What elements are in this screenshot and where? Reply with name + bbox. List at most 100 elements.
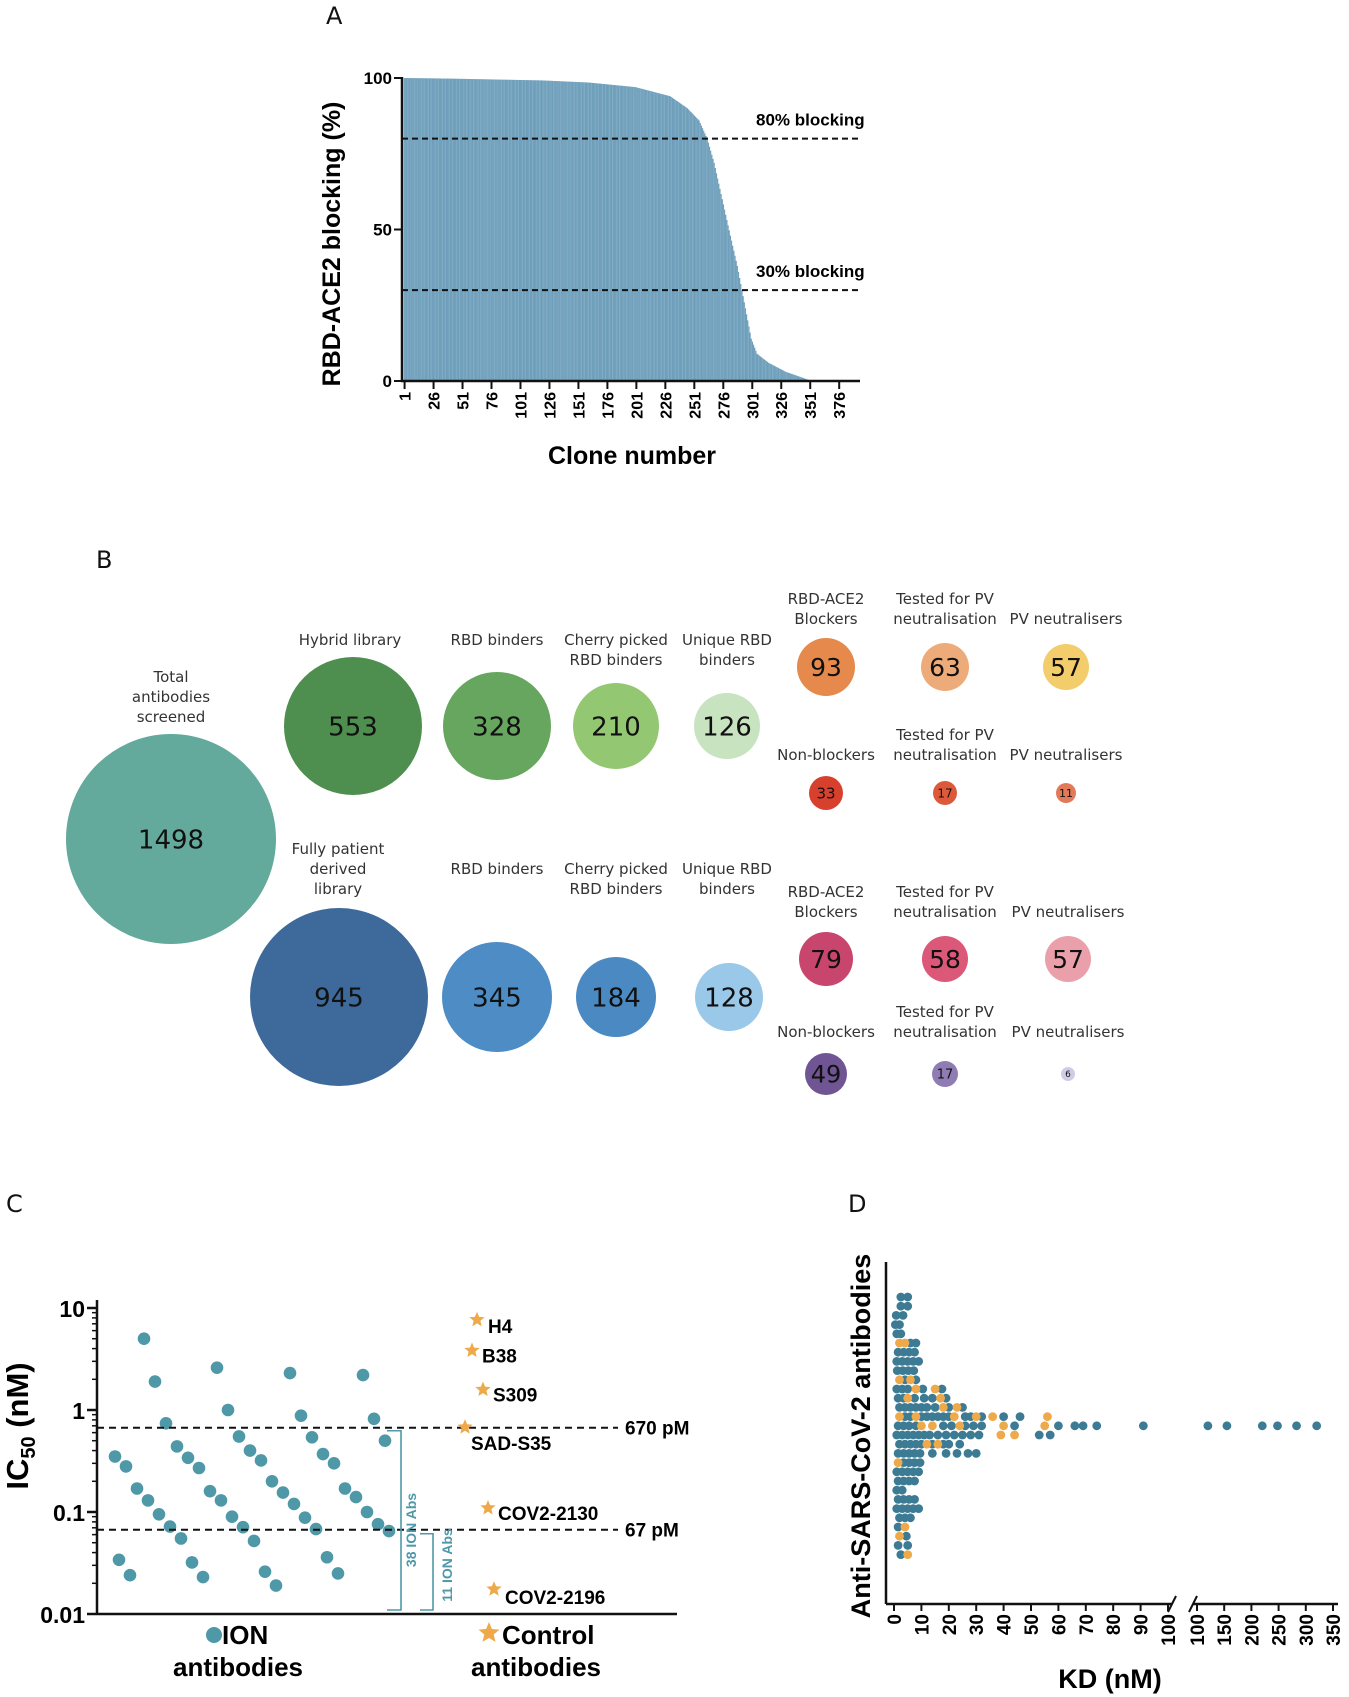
ion-antibody-point-42 (112, 1553, 126, 1567)
blocking-bar-212 (648, 90, 650, 381)
blocking-bar-114 (534, 80, 537, 381)
kd-point-orange-13-3 (971, 1412, 981, 1421)
blocking-bar-310 (762, 358, 764, 381)
blocking-bar-272 (718, 183, 720, 381)
blocking-bar-112 (532, 80, 534, 382)
blocking-bar-281 (728, 230, 730, 381)
kd-tick-label-0: 0 (885, 1614, 906, 1625)
blocking-bar-290 (738, 277, 741, 381)
blocking-bar-178 (609, 84, 611, 382)
ion-antibody-point-38 (382, 1524, 396, 1538)
blocking-bar-5 (408, 78, 410, 381)
x-tick-label-51: 51 (456, 392, 473, 410)
blocking-bar-19 (424, 78, 427, 381)
blocking-bar-43 (452, 78, 454, 382)
blocking-bar-323 (777, 367, 779, 381)
ion-antibody-point-15 (108, 1450, 122, 1463)
blocking-bar-299 (749, 332, 751, 381)
blocking-bar-38 (446, 78, 449, 381)
patient-cherry-picked-label-line: RBD binders (570, 880, 663, 898)
blocking-bar-255 (698, 120, 700, 382)
blocking-bar-320 (773, 365, 776, 381)
kd-point-blue-17-9 (971, 1449, 981, 1458)
blocking-bar-6 (409, 78, 412, 381)
blocking-bar-327 (781, 370, 784, 381)
patient-library-label-line: Fully patient (292, 840, 385, 858)
blocking-bar-333 (788, 373, 791, 381)
kd-point-blue-27-1 (903, 1541, 913, 1550)
blocking-bar-162 (590, 82, 592, 381)
blocking-bar-198 (632, 86, 634, 382)
kd-point-blue-10-3 (918, 1384, 928, 1394)
ion-antibody-point-44 (258, 1565, 272, 1578)
blocking-bar-89 (505, 79, 508, 381)
kd-point-blue-14-2 (904, 1421, 914, 1431)
panel-d-kd-scatter: 0 10 20 30 40 50 60 70 80 90 100 100 150 200 250 300 350… (846, 1254, 1345, 1694)
ic50-y-axis-label: IC50 (nM) (0, 1362, 40, 1489)
ion-antibody-point-3 (356, 1368, 370, 1382)
kd-point-blue-15-8 (941, 1430, 951, 1440)
blocking-bar-30 (437, 78, 439, 381)
ion-antibody-point-40 (247, 1534, 261, 1548)
blocking-bar-95 (512, 79, 515, 382)
patient-cherry-picked-bubble (576, 957, 656, 1037)
patient-library-label: Fully patient derived library (292, 840, 385, 898)
blocking-bar-91 (508, 79, 510, 381)
blocking-bar-215 (652, 91, 654, 381)
blocking-bar-228 (667, 95, 669, 381)
x-tick-label-151: 151 (571, 392, 588, 419)
blocking-bar-173 (603, 84, 605, 381)
kd-point-blue-25-0 (893, 1522, 903, 1532)
kd-point-orange-5-1 (900, 1338, 910, 1348)
hybrid-non-blockers-2-value: 11 (1059, 787, 1073, 800)
y-tick-label-100: 100 (364, 69, 392, 88)
hybrid-non-blockers-2-label-line: PV neutralisers (1010, 746, 1123, 764)
reference-line-label-80: 80% blocking (756, 111, 865, 130)
blocking-bar-65 (478, 79, 480, 381)
blocking-bar-218 (655, 92, 657, 381)
kd-y-axis-label: Anti-SARS-CoV-2 antibodies (846, 1254, 876, 1619)
ion-antibody-point-24 (203, 1484, 217, 1498)
x-tick-label-376: 376 (832, 392, 849, 419)
blocking-bar-190 (623, 85, 625, 382)
blocking-bar-132 (555, 81, 558, 381)
blocking-bar-294 (743, 302, 745, 381)
ion-antibody-point-7 (367, 1412, 381, 1426)
ion-antibody-point-10 (305, 1430, 319, 1444)
blocking-bar-20 (426, 78, 428, 381)
blocking-bar-100 (518, 79, 521, 382)
blocking-bar-174 (604, 84, 606, 382)
blocking-bar-338 (794, 375, 796, 381)
blocking-bar-193 (626, 86, 628, 382)
ic50-tick-label-1: 1 (72, 1398, 85, 1424)
patient-library-label-line: derived (310, 860, 367, 878)
hybrid-non-blockers-2-bubble (1056, 783, 1076, 803)
kd-point-blue-11-3 (919, 1393, 929, 1403)
kd-point-blue-20-3 (910, 1476, 919, 1486)
blocking-bar-133 (556, 81, 559, 381)
blocking-bar-61 (473, 79, 475, 381)
kd-point-blue-0-0 (896, 1292, 906, 1302)
blocking-bar-13 (417, 78, 420, 381)
ic50-label-main: IC (0, 1459, 35, 1490)
blocking-bar-289 (737, 271, 740, 381)
blocking-bar-288 (736, 265, 738, 381)
ion-antibody-point-48 (269, 1579, 283, 1592)
kd-point-blue-5-1 (911, 1338, 921, 1348)
blocking-bar-243 (684, 106, 686, 382)
blocking-bar-192 (625, 86, 627, 381)
ion-antibody-point-21 (265, 1474, 279, 1488)
blocking-bar-317 (770, 364, 772, 381)
kd-point-orange-16-0 (922, 1439, 932, 1449)
kd-point-blue-15-6 (925, 1430, 935, 1440)
blocking-bar-82 (497, 79, 500, 381)
ic50-tick-label-0.1: 0.1 (53, 1500, 85, 1526)
kd-point-orange-13-4 (988, 1412, 998, 1421)
hybrid-library-label-line: Hybrid library (299, 631, 402, 649)
blocking-bar-104 (523, 80, 525, 382)
ion-antibody-point-11 (378, 1434, 392, 1448)
patient-non-blockers-1-bubble (932, 1061, 958, 1087)
blocking-bar-309 (760, 357, 763, 381)
hybrid-rbd-binders-label-line: RBD binders (451, 631, 544, 649)
